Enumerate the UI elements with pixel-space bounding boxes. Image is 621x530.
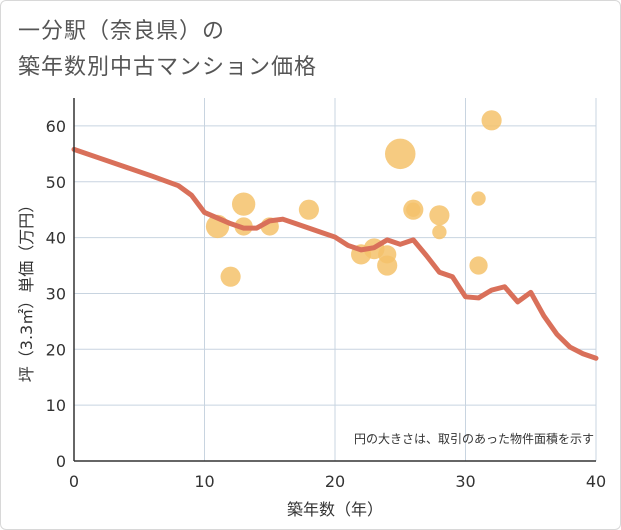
- bubble-point: [429, 205, 450, 226]
- grid-lines: [74, 98, 597, 461]
- bubble-point: [377, 255, 398, 276]
- y-tick-label: 30: [46, 284, 66, 303]
- bubble-point: [481, 110, 502, 131]
- y-tick-label: 0: [56, 452, 66, 471]
- chart-title: 一分駅（奈良県）の 築年数別中古マンション価格: [18, 14, 317, 86]
- bubble-point: [298, 199, 319, 220]
- bubble-point: [385, 138, 416, 170]
- bubble-layer: [205, 110, 502, 287]
- axes: 0 10 20 30 40 0 10 20 30 40 50 60: [46, 98, 606, 491]
- y-tick-label: 50: [46, 173, 66, 192]
- y-tick-label: 40: [46, 229, 66, 248]
- chart-title-line2: 築年数別中古マンション価格: [18, 55, 318, 80]
- x-axis-title: 築年数（年）: [287, 500, 383, 519]
- bubble-point: [471, 191, 486, 206]
- bubble-point: [406, 202, 421, 217]
- trend-line: [71, 146, 599, 361]
- x-tick-label: 10: [194, 472, 214, 491]
- bubble-point: [469, 256, 488, 275]
- bubble-point: [220, 266, 241, 287]
- x-tick-label: 0: [69, 472, 79, 491]
- y-tick-label: 60: [46, 117, 66, 136]
- chart-title-line1: 一分駅（奈良県）の: [18, 19, 226, 44]
- x-tick-label: 40: [586, 472, 606, 491]
- y-tick-label: 20: [46, 340, 66, 359]
- x-tick-label: 20: [325, 472, 345, 491]
- bubble-size-note: 円の大きさは、取引のあった物件面積を示す: [354, 431, 594, 446]
- y-tick-label: 10: [46, 396, 66, 415]
- y-axis-title: 坪（3.3㎡）単価（万円）: [17, 197, 36, 382]
- x-tick-label: 30: [455, 472, 475, 491]
- bubble-point: [231, 192, 256, 216]
- bubble-point: [432, 224, 447, 240]
